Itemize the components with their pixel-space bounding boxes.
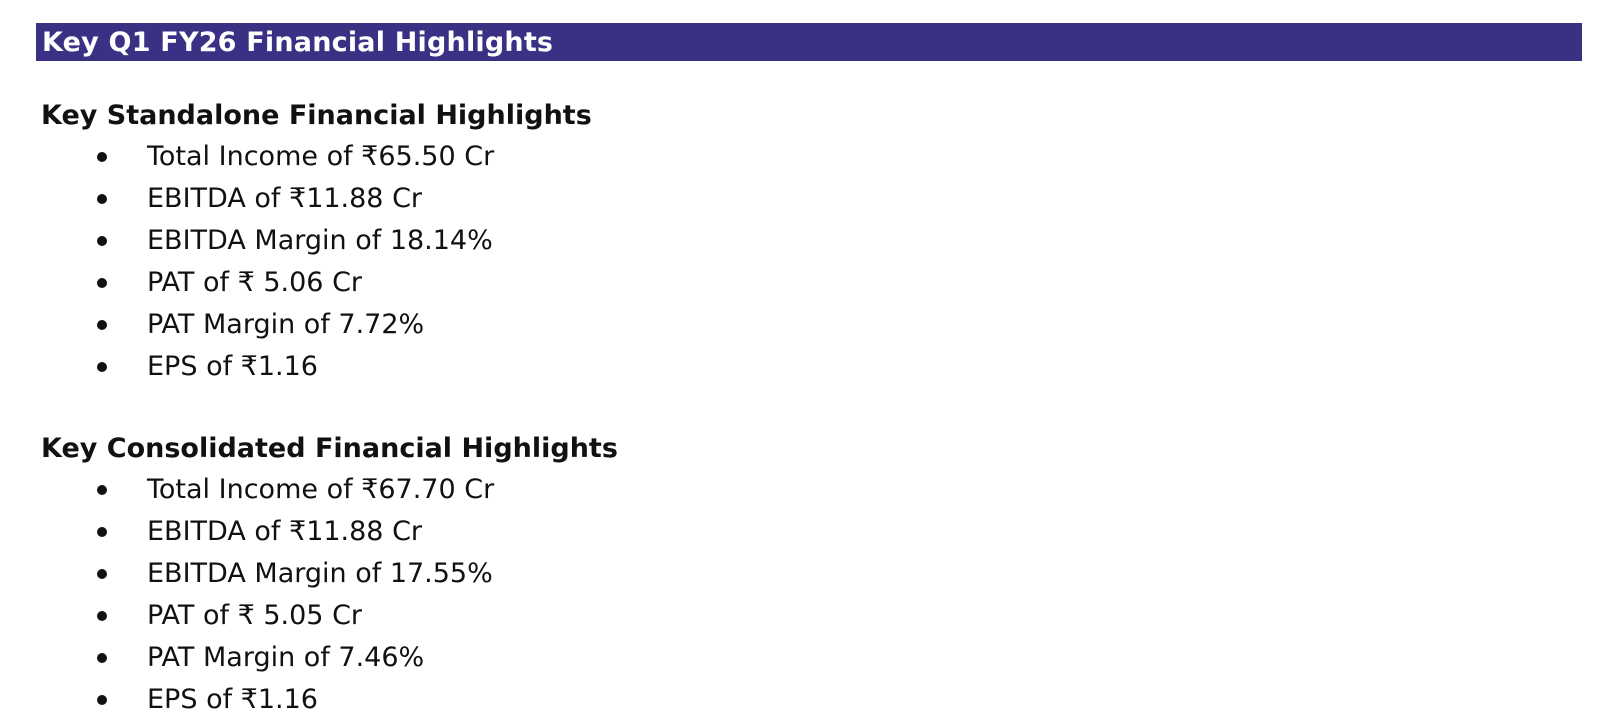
list-item-text: EBITDA Margin of 17.55% (147, 558, 493, 589)
bullet-icon (97, 320, 107, 330)
list-item-text: Total Income of ₹67.70 Cr (147, 474, 495, 505)
title-banner: Key Q1 FY26 Financial Highlights (36, 23, 1582, 61)
list-item: Total Income of ₹65.50 Cr (41, 136, 592, 178)
bullet-icon (97, 527, 107, 537)
bullet-icon (97, 152, 107, 162)
consolidated-highlights-section: Key Consolidated Financial Highlights To… (41, 429, 618, 721)
list-item: EBITDA Margin of 17.55% (41, 553, 618, 595)
list-item-text: PAT of ₹ 5.06 Cr (147, 267, 363, 298)
list-item: PAT Margin of 7.72% (41, 304, 592, 346)
bullet-list: Total Income of ₹67.70 Cr EBITDA of ₹11.… (41, 469, 618, 721)
list-item-text: PAT Margin of 7.72% (147, 309, 425, 340)
bullet-icon (97, 194, 107, 204)
list-item: EBITDA of ₹11.88 Cr (41, 511, 618, 553)
bullet-icon (97, 278, 107, 288)
section-heading: Key Consolidated Financial Highlights (41, 433, 618, 464)
bullet-icon (97, 236, 107, 246)
list-item-text: EBITDA of ₹11.88 Cr (147, 516, 423, 547)
standalone-highlights-section: Key Standalone Financial Highlights Tota… (41, 96, 592, 388)
list-item-text: PAT Margin of 7.46% (147, 642, 425, 673)
list-item: EPS of ₹1.16 (41, 346, 592, 388)
list-item: PAT of ₹ 5.06 Cr (41, 262, 592, 304)
list-item-text: PAT of ₹ 5.05 Cr (147, 600, 363, 631)
list-item-text: EPS of ₹1.16 (147, 351, 318, 382)
list-item-text: EBITDA of ₹11.88 Cr (147, 183, 423, 214)
bullet-icon (97, 485, 107, 495)
bullet-icon (97, 653, 107, 663)
list-item: PAT Margin of 7.46% (41, 637, 618, 679)
list-item-text: Total Income of ₹65.50 Cr (147, 141, 495, 172)
bullet-icon (97, 611, 107, 621)
list-item: EBITDA of ₹11.88 Cr (41, 178, 592, 220)
page-title: Key Q1 FY26 Financial Highlights (42, 26, 554, 58)
section-heading: Key Standalone Financial Highlights (41, 100, 592, 131)
list-item: EBITDA Margin of 18.14% (41, 220, 592, 262)
list-item-text: EPS of ₹1.16 (147, 684, 318, 715)
list-item: PAT of ₹ 5.05 Cr (41, 595, 618, 637)
bullet-list: Total Income of ₹65.50 Cr EBITDA of ₹11.… (41, 136, 592, 388)
list-item: Total Income of ₹67.70 Cr (41, 469, 618, 511)
bullet-icon (97, 569, 107, 579)
list-item: EPS of ₹1.16 (41, 679, 618, 721)
bullet-icon (97, 362, 107, 372)
bullet-icon (97, 695, 107, 705)
list-item-text: EBITDA Margin of 18.14% (147, 225, 493, 256)
